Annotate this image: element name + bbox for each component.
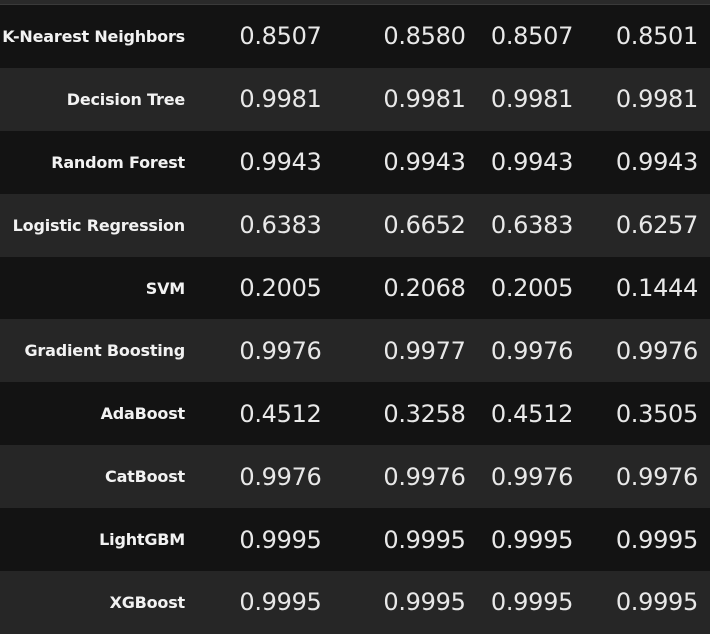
table-cell: 0.2005 xyxy=(239,274,322,302)
table-row: Gradient Boosting 0.9976 0.9977 0.9976 0… xyxy=(0,319,710,383)
table-row: Random Forest 0.9943 0.9943 0.9943 0.994… xyxy=(0,130,710,194)
table-cell: 0.9981 xyxy=(383,85,466,114)
table-cell: 0.1444 xyxy=(615,274,698,302)
table-cell: 0.2005 xyxy=(490,274,574,302)
table-body: K-Nearest Neighbors 0.8507 0.8580 0.8507… xyxy=(0,5,710,634)
table-cell: 0.9943 xyxy=(490,148,574,177)
row-header-model: AdaBoost xyxy=(100,404,186,424)
row-header-model: Logistic Regression xyxy=(12,215,186,235)
row-header-model: Random Forest xyxy=(51,152,185,172)
table-row: XGBoost 0.9995 0.9995 0.9995 0.9995 xyxy=(0,571,710,634)
table-row: Logistic Regression 0.6383 0.6652 0.6383… xyxy=(0,193,710,257)
row-header-model: CatBoost xyxy=(105,467,185,487)
row-header-model: SVM xyxy=(145,278,185,298)
table-cell: 0.9943 xyxy=(383,148,466,177)
table-cell: 0.9995 xyxy=(239,525,322,554)
table-cell: 0.8501 xyxy=(615,22,698,51)
table-cell: 0.9995 xyxy=(383,525,466,554)
table-row: K-Nearest Neighbors 0.8507 0.8580 0.8507… xyxy=(0,5,710,68)
table-cell: 0.9976 xyxy=(490,336,574,365)
table-cell: 0.6383 xyxy=(239,211,322,240)
table-cell: 0.6652 xyxy=(383,211,466,240)
table-cell: 0.8507 xyxy=(490,22,574,51)
table-row: Decision Tree 0.9981 0.9981 0.9981 0.998… xyxy=(0,67,710,131)
table-cell: 0.9981 xyxy=(490,85,574,114)
table-cell: 0.9976 xyxy=(615,336,698,365)
table-cell: 0.3258 xyxy=(383,399,466,428)
table-cell: 0.9995 xyxy=(615,525,698,554)
table-cell: 0.9943 xyxy=(615,148,698,177)
table-cell: 0.8507 xyxy=(239,22,322,51)
table-cell: 0.9976 xyxy=(490,462,574,491)
table-cell: 0.4512 xyxy=(239,399,322,428)
row-header-model: Gradient Boosting xyxy=(24,341,186,361)
row-header-model: XGBoost xyxy=(109,592,186,612)
table-cell: 0.9995 xyxy=(383,588,466,617)
table-cell: 0.9976 xyxy=(615,462,698,491)
table-cell: 0.9981 xyxy=(615,85,698,114)
table-row: LightGBM 0.9995 0.9995 0.9995 0.9995 xyxy=(0,508,710,572)
table-cell: 0.6383 xyxy=(490,211,574,240)
table-cell: 0.9976 xyxy=(239,462,322,491)
table-cell: 0.9995 xyxy=(239,588,322,617)
table-cell: 0.6257 xyxy=(615,211,698,240)
table-cell: 0.3505 xyxy=(615,399,698,428)
row-header-model: K-Nearest Neighbors xyxy=(2,26,185,46)
table-cell: 0.9995 xyxy=(615,588,698,617)
table-row: SVM 0.2005 0.2068 0.2005 0.1444 xyxy=(0,256,710,320)
table-cell: 0.9943 xyxy=(239,148,322,177)
row-header-model: Decision Tree xyxy=(66,89,185,109)
table-cell: 0.9976 xyxy=(239,336,322,365)
row-header-model: LightGBM xyxy=(99,530,185,550)
table-cell: 0.4512 xyxy=(490,399,574,428)
table-cell: 0.9977 xyxy=(383,336,466,365)
table-cell: 0.9995 xyxy=(490,588,574,617)
table-cell: 0.9995 xyxy=(490,525,574,554)
table-cell: 0.2068 xyxy=(383,274,466,302)
table-cell: 0.8580 xyxy=(383,22,466,51)
table-cell: 0.9981 xyxy=(239,85,322,114)
table-row: AdaBoost 0.4512 0.3258 0.4512 0.3505 xyxy=(0,382,710,446)
top-divider xyxy=(0,0,710,5)
table-row: CatBoost 0.9976 0.9976 0.9976 0.9976 xyxy=(0,445,710,509)
table-cell: 0.9976 xyxy=(383,462,466,491)
model-metrics-table: K-Nearest Neighbors 0.8507 0.8580 0.8507… xyxy=(0,5,710,634)
